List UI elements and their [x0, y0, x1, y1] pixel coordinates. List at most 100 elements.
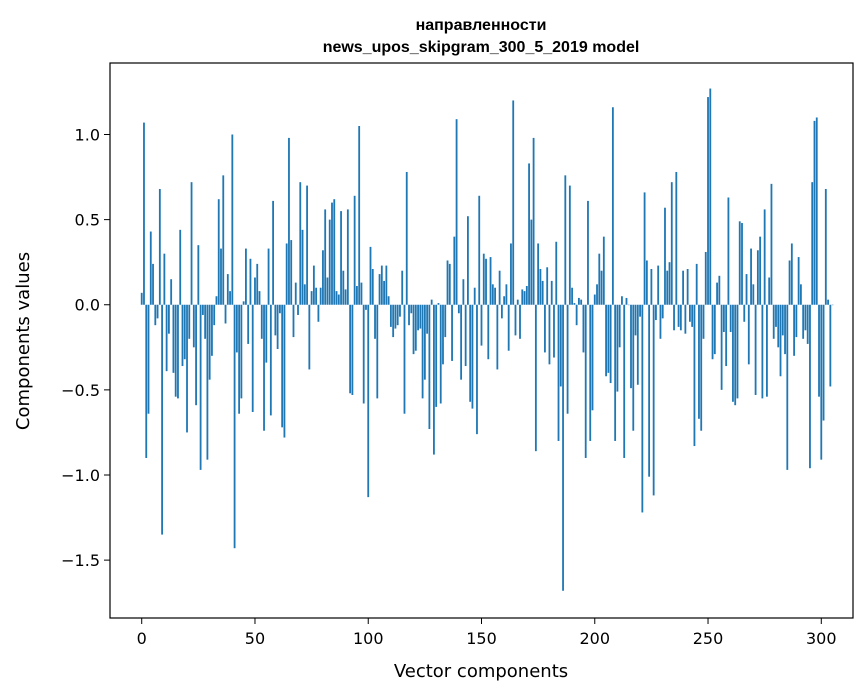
bar-128 — [430, 299, 433, 305]
bar-1 — [143, 122, 145, 305]
bar-7 — [156, 304, 159, 319]
bar-249 — [704, 251, 707, 305]
bar-207 — [609, 304, 612, 384]
bar-297 — [813, 120, 816, 305]
bar-190 — [571, 287, 574, 305]
bar-253 — [713, 304, 716, 355]
bar-74 — [308, 304, 311, 370]
bar-251 — [709, 88, 712, 305]
bar-115 — [401, 270, 404, 305]
bar-72 — [303, 284, 306, 305]
bar-252 — [711, 304, 714, 360]
bar-231 — [664, 207, 666, 305]
bar-145 — [469, 304, 472, 402]
bar-264 — [738, 221, 741, 305]
bar-120 — [412, 304, 415, 355]
bar-149 — [478, 195, 481, 305]
y-tick-label: 0.0 — [75, 296, 100, 315]
bar-295 — [809, 304, 811, 469]
bar-110 — [389, 304, 392, 327]
bar-84 — [331, 202, 333, 305]
bar-184 — [557, 304, 560, 441]
bar-44 — [240, 304, 243, 399]
bar-268 — [747, 304, 750, 365]
bar-98 — [362, 304, 365, 404]
bar-70 — [299, 182, 302, 305]
bar-161 — [505, 284, 508, 305]
bar-33 — [215, 296, 218, 305]
bar-304 — [829, 304, 832, 387]
bar-263 — [736, 304, 739, 399]
bar-228 — [657, 265, 660, 305]
bar-135 — [446, 260, 449, 305]
bar-254 — [716, 282, 718, 305]
bar-4 — [149, 231, 152, 305]
bar-206 — [607, 304, 610, 373]
bar-153 — [487, 304, 490, 360]
bar-205 — [605, 304, 607, 377]
bar-186 — [562, 304, 564, 591]
bar-212 — [621, 296, 623, 305]
bar-244 — [693, 304, 696, 447]
bar-255 — [718, 275, 721, 305]
bar-170 — [525, 286, 528, 305]
bar-29 — [206, 304, 209, 460]
bar-77 — [315, 287, 318, 305]
bar-118 — [408, 304, 410, 326]
bar-197 — [587, 200, 589, 305]
bar-235 — [673, 304, 675, 331]
bar-240 — [684, 304, 687, 334]
bar-48 — [249, 258, 252, 305]
bar-233 — [668, 262, 671, 305]
bar-111 — [392, 304, 395, 338]
bar-143 — [464, 304, 467, 367]
bar-226 — [652, 304, 655, 496]
bar-26 — [199, 304, 202, 470]
bar-208 — [611, 107, 614, 305]
bar-137 — [451, 304, 453, 361]
bar-113 — [396, 304, 399, 326]
bar-63 — [283, 304, 286, 438]
bar-204 — [602, 236, 605, 305]
bar-23 — [192, 304, 195, 348]
bar-0 — [140, 292, 143, 305]
bar-64 — [285, 243, 288, 305]
bar-203 — [600, 270, 603, 305]
bar-65 — [288, 137, 290, 305]
bars-group — [140, 88, 834, 591]
bar-200 — [593, 294, 596, 305]
bar-94 — [353, 195, 356, 305]
bar-166 — [516, 299, 519, 305]
bar-112 — [394, 304, 397, 329]
bar-283 — [781, 304, 784, 336]
bar-99 — [365, 304, 367, 310]
bar-169 — [523, 291, 526, 305]
bar-269 — [750, 248, 752, 305]
bar-52 — [258, 291, 261, 305]
bar-267 — [745, 274, 748, 305]
bar-227 — [655, 304, 657, 321]
bar-188 — [566, 304, 569, 414]
bar-82 — [326, 277, 329, 305]
bar-174 — [534, 304, 537, 452]
bar-216 — [630, 304, 632, 389]
bar-172 — [530, 219, 533, 305]
bar-101 — [369, 246, 372, 305]
bar-31 — [211, 304, 213, 356]
bar-245 — [695, 263, 698, 305]
bar-93 — [351, 304, 354, 395]
bar-214 — [625, 297, 628, 305]
bar-129 — [433, 304, 435, 455]
bar-199 — [591, 304, 594, 411]
bar-277 — [768, 277, 771, 305]
bar-270 — [752, 284, 755, 305]
bar-50 — [254, 277, 256, 305]
bar-159 — [500, 304, 503, 319]
bar-209 — [614, 304, 617, 441]
bar-104 — [376, 304, 379, 399]
bar-11 — [165, 304, 168, 372]
bar-91 — [346, 209, 349, 305]
bar-221 — [641, 304, 644, 513]
bar-62 — [281, 304, 284, 428]
bar-291 — [799, 284, 802, 305]
